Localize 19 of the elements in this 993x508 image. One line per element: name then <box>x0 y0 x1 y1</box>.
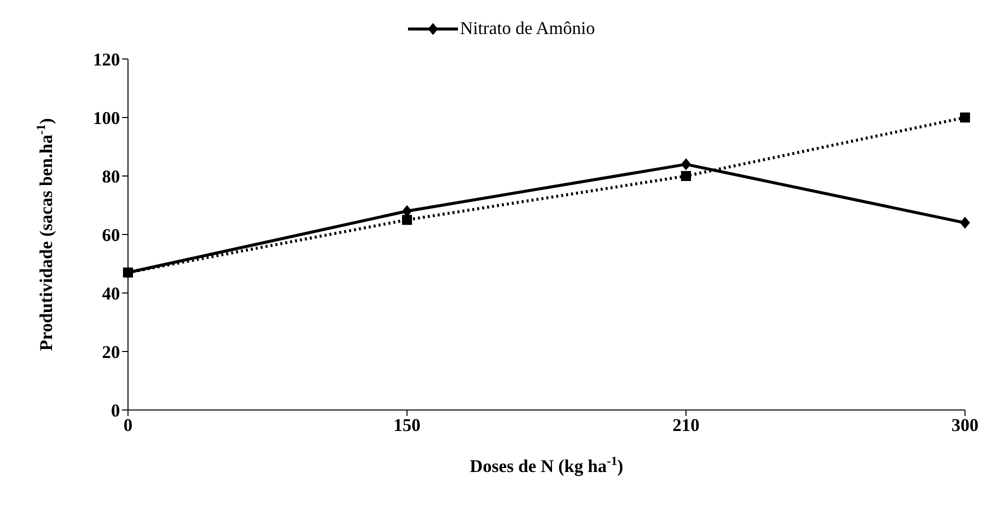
y-tick-label: 100 <box>93 108 120 128</box>
x-tick-label: 150 <box>394 414 420 435</box>
x-axis-title: Doses de N (kg ha$^{-1}$) <box>470 454 624 476</box>
y-tick-label: 80 <box>102 166 120 186</box>
x-tick-label: 210 <box>672 414 700 435</box>
x-tick-label: 0 <box>124 414 132 435</box>
point <box>402 214 412 225</box>
point <box>960 216 970 229</box>
x-tick-label: 300 <box>952 414 978 435</box>
y-tick-label: 120 <box>93 49 120 70</box>
legend-label: Nitrato de Amônio <box>460 18 595 39</box>
y-tick-label: 40 <box>102 283 120 304</box>
point <box>681 158 691 170</box>
y-tick-label: 20 <box>102 342 120 362</box>
point <box>960 112 970 122</box>
point <box>681 171 691 181</box>
point <box>123 268 133 278</box>
y-tick-label: 60 <box>102 224 120 245</box>
y-tick-label: 0 <box>111 400 120 420</box>
